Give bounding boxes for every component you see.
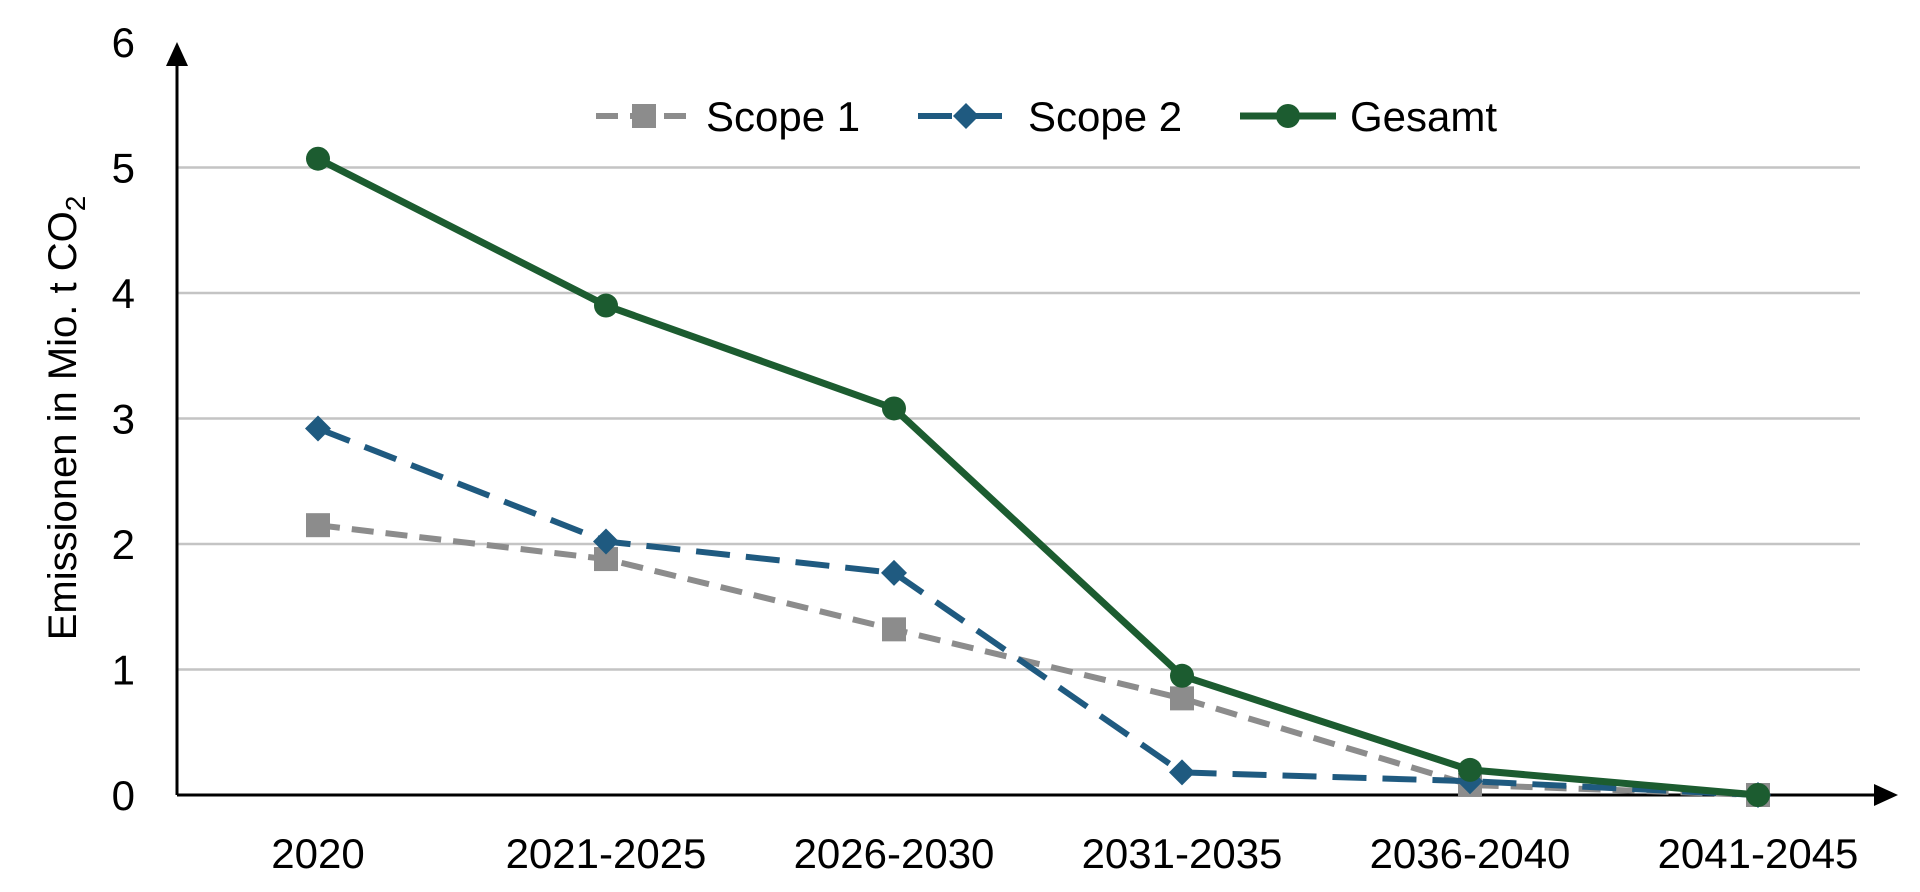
y-tick-label: 3 [112, 396, 135, 443]
series-gesamt [306, 146, 1770, 807]
y-axis-arrow [166, 42, 188, 66]
data-point [882, 617, 906, 642]
data-point [593, 528, 619, 555]
data-point [882, 396, 906, 421]
legend-item: Scope 1 [596, 93, 860, 140]
x-tick-label: 2021-2025 [506, 830, 707, 877]
legend-marker [1276, 104, 1300, 128]
series-scope-2 [305, 415, 1771, 808]
legend: Scope 1 Scope 2 Gesamt [596, 93, 1497, 140]
y-axis-label-main: Emissionen in Mio. t CO [41, 211, 85, 640]
y-tick-label: 2 [112, 521, 135, 568]
x-tick-label: 2020 [271, 830, 364, 877]
y-axis-label: Emissionen in Mio. t CO2 [41, 196, 91, 641]
data-point [305, 415, 331, 442]
series-scope-1 [306, 513, 1770, 807]
legend-label: Gesamt [1350, 93, 1497, 140]
x-tick-label: 2036-2040 [1370, 830, 1571, 877]
y-tick-label: 4 [112, 270, 135, 317]
series-line [316, 155, 1759, 799]
legend-item: Scope 2 [918, 93, 1182, 140]
data-point [881, 559, 907, 586]
y-tick-label: 5 [112, 145, 135, 192]
x-tick-labels: 2020 2021-2025 2026-2030 2031-2035 2036-2040… [271, 830, 1858, 877]
x-tick-label: 2031-2035 [1082, 830, 1283, 877]
x-axis-arrow [1874, 784, 1898, 806]
x-tick-label: 2026-2030 [794, 830, 995, 877]
y-tick-label: 0 [112, 772, 135, 819]
data-point [1458, 757, 1482, 782]
y-tick-label: 6 [112, 19, 135, 66]
data-point [306, 146, 330, 171]
data-point [594, 293, 618, 318]
series-group [305, 146, 1771, 808]
data-point [306, 513, 330, 538]
data-point [1170, 686, 1194, 711]
data-point [1169, 759, 1195, 786]
series-line [316, 425, 1759, 798]
legend-label: Scope 1 [706, 93, 860, 140]
legend-marker [632, 104, 656, 128]
x-tick-label: 2041-2045 [1658, 830, 1859, 877]
series-line [317, 522, 1759, 798]
axes [166, 42, 1898, 806]
y-axis-label-subscript: 2 [60, 196, 91, 212]
legend-label: Scope 2 [1028, 93, 1182, 140]
legend-item: Gesamt [1240, 93, 1497, 140]
gridlines [177, 166, 1860, 671]
data-point [1170, 663, 1194, 688]
y-tick-labels: 0 1 2 3 4 5 6 [112, 19, 135, 819]
y-tick-label: 1 [112, 647, 135, 694]
legend-marker [953, 103, 979, 129]
data-point [1746, 783, 1770, 807]
